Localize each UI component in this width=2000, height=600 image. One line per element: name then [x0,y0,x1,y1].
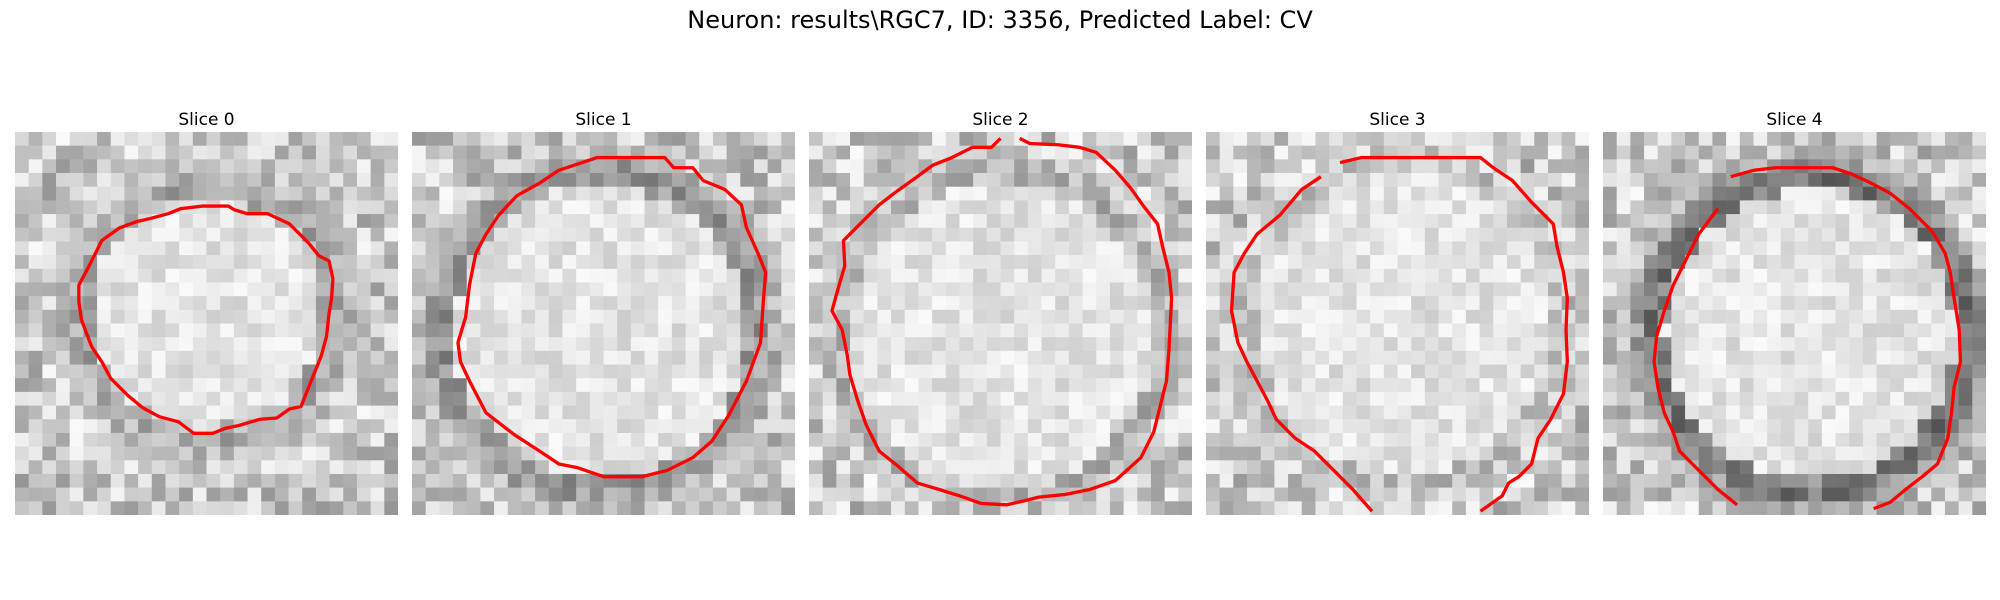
slice-image [412,132,795,515]
segmentation-contour [1229,175,1374,513]
slice-panel-1: Slice 1 [412,108,795,515]
slice-title: Slice 3 [1369,110,1426,130]
slice-title: Slice 0 [178,110,235,130]
slice-panel-3: Slice 3 [1206,108,1589,515]
slice-title: Slice 4 [1766,110,1823,130]
slice-title: Slice 2 [972,110,1029,130]
segmentation-contour [1730,166,1963,511]
slice-panel-0: Slice 0 [15,108,398,515]
segmentation-contour [1339,155,1569,513]
slice-title: Slice 1 [575,110,632,130]
figure-title: Neuron: results\RGC7, ID: 3356, Predicte… [687,6,1313,34]
segmentation-contour [456,155,768,479]
slice-image [1206,132,1589,515]
slice-image [809,132,1192,515]
slice-image [15,132,398,515]
slice-image [1603,132,1986,515]
segmentation-contour [830,136,1174,507]
slice-panel-2: Slice 2 [809,108,1192,515]
slice-panel-4: Slice 4 [1603,108,1986,515]
segmentation-contour [1652,207,1739,507]
segmentation-contour [77,204,335,435]
